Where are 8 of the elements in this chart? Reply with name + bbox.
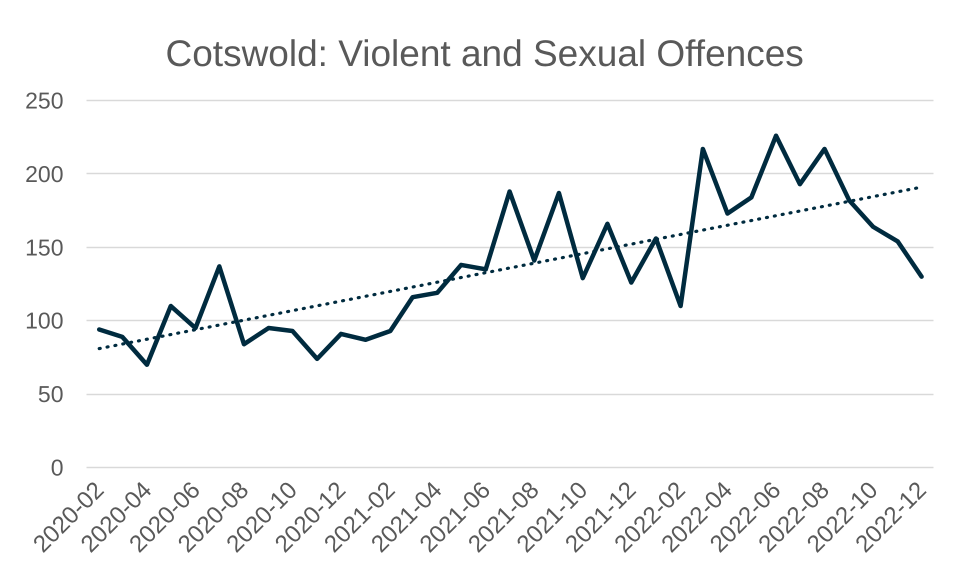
chart-title: Cotswold: Violent and Sexual Offences	[166, 33, 804, 74]
y-tick-label: 100	[25, 308, 64, 334]
line-series	[96, 133, 924, 367]
y-tick-label: 200	[25, 160, 64, 187]
y-tick-label: 250	[25, 88, 64, 114]
y-tick-label: 50	[38, 381, 64, 408]
y-tick-label: 150	[25, 234, 64, 260]
y-tick-label: 0	[50, 454, 64, 480]
